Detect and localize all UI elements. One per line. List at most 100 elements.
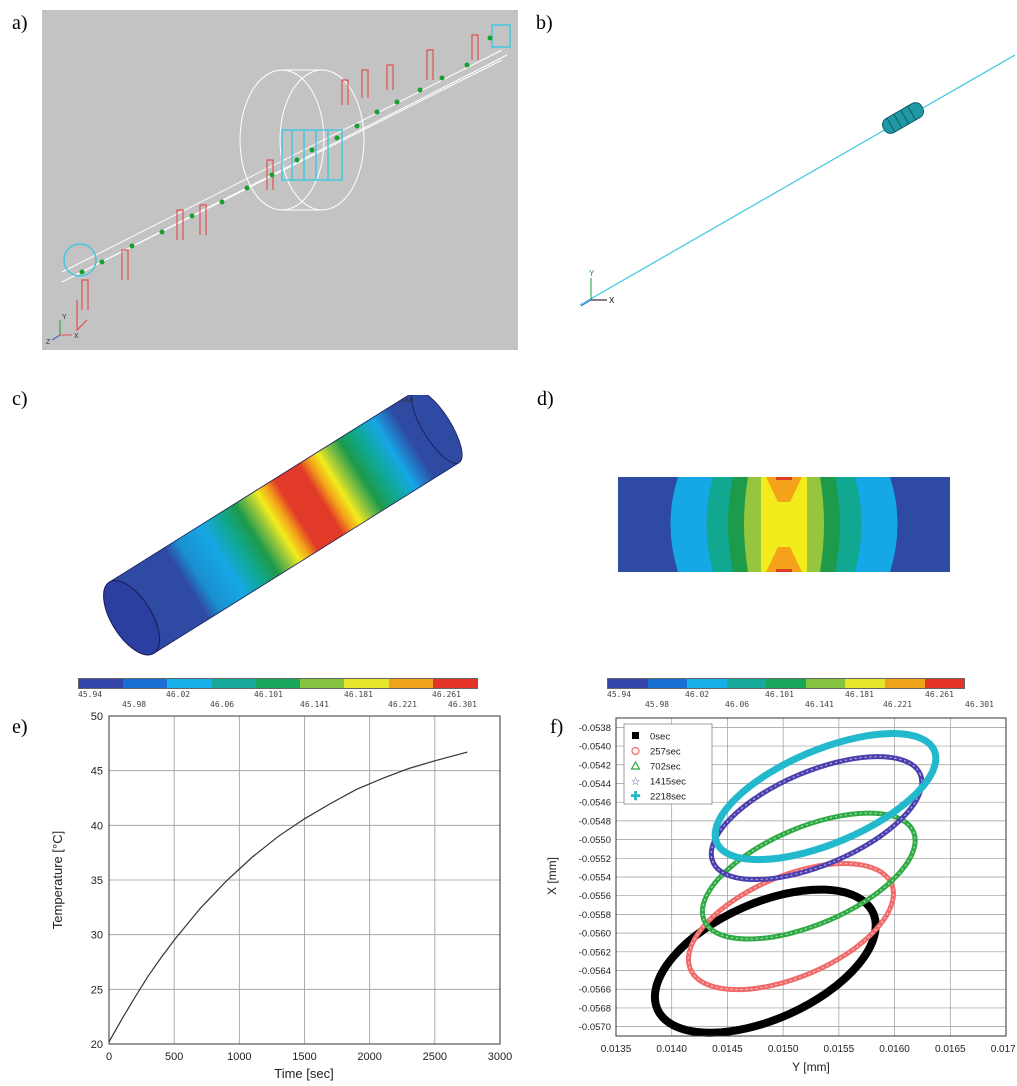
legend-marker-star: ☆ <box>631 776 641 788</box>
colorbar-swatch <box>344 679 389 688</box>
temperature-curve <box>108 751 468 1043</box>
chart-f-xtick: 0.0165 <box>935 1044 966 1055</box>
colorbar-swatch <box>647 679 688 688</box>
axis-label-y: Y <box>589 269 595 278</box>
chart-f-ytick: -0.0556 <box>579 891 611 902</box>
cylinder-body <box>103 395 463 656</box>
colorbar-c-label: 46.06 <box>210 700 235 709</box>
contour-band-orange-top <box>766 477 802 502</box>
chart-e-ytick: 30 <box>91 930 103 942</box>
colorbar-c-label: 46.181 <box>344 690 373 699</box>
disk-wireframe <box>239 69 365 211</box>
colorbar-swatch <box>805 679 846 688</box>
colorbar-swatch <box>608 679 648 688</box>
chart-f-xtick: 0.0140 <box>656 1044 687 1055</box>
colorbar-swatch <box>884 679 925 688</box>
legend-marker-circle <box>631 746 640 756</box>
chart-e-ytick: 25 <box>91 984 103 996</box>
chart-e-xtick: 1000 <box>227 1051 251 1063</box>
chart-e-xtick: 1500 <box>292 1051 316 1063</box>
chart-f-ytick: -0.0562 <box>579 947 611 958</box>
orbit-marker-ring <box>710 756 923 881</box>
colorbar-swatch <box>388 679 433 688</box>
chart-f-ytick: -0.0548 <box>579 816 611 827</box>
chart-e-ylabel: Temperature [°C] <box>50 831 65 929</box>
axis-label-y: Y <box>62 314 67 321</box>
colorbar-d-label: 46.101 <box>765 690 794 699</box>
colorbar-d-label: 45.98 <box>645 700 670 709</box>
chart-f-ytick: -0.0552 <box>579 854 611 865</box>
orbit-ellipse <box>699 810 918 942</box>
chart-f-ytick: -0.0550 <box>579 835 611 846</box>
legend-label: 2218sec <box>650 792 686 803</box>
colorbar-swatch <box>924 679 965 688</box>
chart-f-ytick: -0.0538 <box>579 723 611 734</box>
colorbar-swatch <box>300 679 345 688</box>
legend-label: 257sec <box>650 747 681 758</box>
axis-label-x: X <box>609 296 615 305</box>
chart-f-xtick: 0.0150 <box>768 1044 799 1055</box>
colorbar-c-label: 45.94 <box>78 690 103 699</box>
node-markers <box>79 35 493 275</box>
chart-f-ytick: -0.0542 <box>579 760 611 771</box>
contour-band-red-bottom <box>776 569 792 572</box>
orbit-chart: 0.0135 0.0140 0.0145 0.0150 0.0155 0.0160 0.01… <box>545 717 1015 1074</box>
chart-f-xtick: 0.0145 <box>712 1044 743 1055</box>
colorbar-c-swatches <box>78 678 478 689</box>
load-markers <box>76 34 479 332</box>
orbit-series-1415sec <box>708 754 925 883</box>
axis-label-x: X <box>74 333 79 340</box>
chart-f-legend: 0sec 257sec 702sec ☆ 1415sec ✚ 2218sec <box>623 723 713 805</box>
colorbar-d-label: 46.261 <box>925 690 954 699</box>
chart-f-frame <box>615 717 1007 1037</box>
chart-e-xtick: 500 <box>165 1051 183 1063</box>
colorbar-c-label: 46.221 <box>388 700 417 709</box>
chart-f-ticks: 0.0135 0.0140 0.0145 0.0150 0.0155 0.0160 0.01… <box>579 723 1015 1055</box>
colorbar-swatch <box>167 679 212 688</box>
coordinate-triad-icon: Y X Z <box>46 314 79 346</box>
chart-f-xtick: 0.0135 <box>601 1044 632 1055</box>
orbit-ellipse <box>650 885 880 1037</box>
colorbar-swatch <box>687 679 727 688</box>
contour-band-red-top <box>776 477 792 480</box>
colorbar-swatch <box>726 679 767 688</box>
orbit-series-0sec <box>650 885 880 1037</box>
colorbar-swatch <box>211 679 256 688</box>
model-tag: HW <box>402 398 414 405</box>
colorbar-swatch <box>766 679 806 688</box>
chart-e-grid <box>108 715 501 1045</box>
chart-e-xtick: 0 <box>106 1051 112 1063</box>
chart-e-xtick: 2500 <box>423 1051 447 1063</box>
chart-f-xlabel: Y [mm] <box>792 1060 830 1074</box>
chart-e-xtick: 3000 <box>488 1051 512 1063</box>
chart-e-frame <box>108 715 501 1045</box>
section-temperature-contour <box>618 477 950 572</box>
cylinder-temperature-contour: HW <box>103 395 463 656</box>
chart-e-ytick: 45 <box>91 766 103 778</box>
chart-e-ytick: 35 <box>91 875 103 887</box>
orbit-series-702sec <box>699 810 918 942</box>
colorbar-d: 45.94 46.02 46.101 46.181 46.261 45.98 4… <box>607 678 1003 709</box>
chart-f-ytick: -0.0558 <box>579 910 611 921</box>
chart-e-ytick: 50 <box>91 711 103 723</box>
colorbar-swatch <box>123 679 168 688</box>
colorbar-d-swatches <box>607 678 965 689</box>
colorbar-swatch <box>255 679 301 688</box>
panel-label-a: a) <box>12 12 28 34</box>
legend-marker-square <box>632 732 639 739</box>
colorbar-d-label: 46.301 <box>965 700 994 709</box>
contour-band-yellow <box>761 477 807 572</box>
colorbar-swatch <box>845 679 885 688</box>
chart-f-ytick: -0.0566 <box>579 985 611 996</box>
panel-label-c: c) <box>12 388 28 410</box>
model-background <box>42 10 518 350</box>
chart-e-ytick: 40 <box>91 820 103 832</box>
colorbar-c-label: 45.98 <box>122 700 147 709</box>
colorbar-c-label: 46.301 <box>448 700 477 709</box>
colorbar-d-label: 45.94 <box>607 690 632 699</box>
colorbar-c-label: 46.101 <box>254 690 283 699</box>
chart-f-ytick: -0.0554 <box>579 873 611 884</box>
panel-label-f: f) <box>550 716 564 738</box>
orbit-ellipse <box>711 730 940 864</box>
colorbar-d-label: 46.02 <box>685 690 710 699</box>
